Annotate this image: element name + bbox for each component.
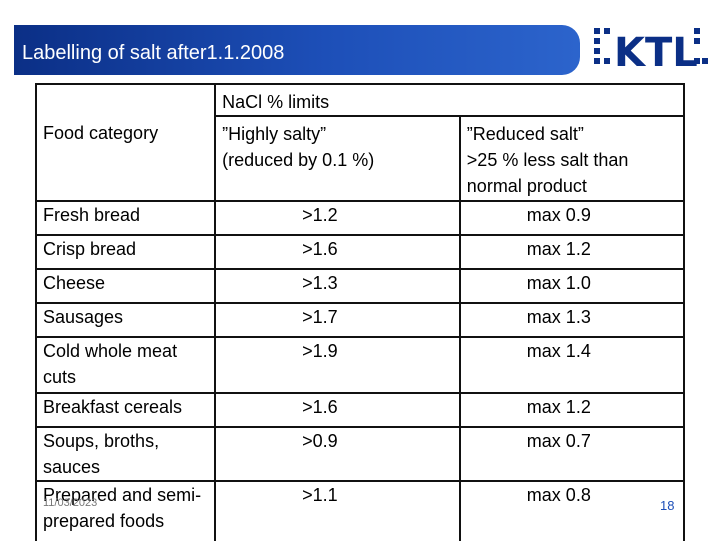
row-category: Crisp bread bbox=[34, 234, 217, 270]
row-category: Fresh bread bbox=[34, 200, 217, 236]
table-row: Cold whole meat cuts >1.9 max 1.4 bbox=[34, 336, 686, 394]
row-reduced-salt: max 1.4 bbox=[458, 336, 686, 394]
table-row: Prepared and semi-prepared foods >1.1 ma… bbox=[34, 480, 686, 541]
table-row: Crisp bread >1.6 max 1.2 bbox=[34, 234, 686, 270]
header-highly-salty-line1: ”Highly salty” bbox=[222, 124, 327, 144]
header-highly-salty-line2: (reduced by 0.1 %) bbox=[222, 150, 375, 170]
logo-text: KTL bbox=[614, 30, 698, 76]
row-highly-salty: >1.7 bbox=[214, 302, 461, 338]
row-reduced-salt: max 0.9 bbox=[458, 200, 686, 236]
slide-header: Labelling of salt after1.1.2008 KTL bbox=[0, 0, 720, 90]
row-category: Prepared and semi-prepared foods bbox=[34, 480, 217, 541]
row-category: Cheese bbox=[34, 268, 217, 304]
row-highly-salty: >1.6 bbox=[214, 234, 461, 270]
header-reduced-salt-line1: ”Reduced salt” bbox=[466, 124, 584, 144]
row-category: Sausages bbox=[34, 302, 217, 338]
row-reduced-salt: max 1.2 bbox=[458, 392, 686, 428]
row-highly-salty: >0.9 bbox=[214, 426, 461, 482]
slide-title: Labelling of salt after1.1.2008 bbox=[22, 42, 285, 64]
salt-limits-table: NaCl % limits Food category ”Highly salt… bbox=[34, 83, 686, 541]
row-reduced-salt: max 1.2 bbox=[458, 234, 686, 270]
header-highly-salty: ”Highly salty” (reduced by 0.1 %) bbox=[214, 115, 461, 202]
header-reduced-salt: ”Reduced salt” >25 % less salt than norm… bbox=[458, 115, 686, 202]
row-category: Breakfast cereals bbox=[34, 392, 217, 428]
group-header-cell: NaCl % limits bbox=[214, 83, 685, 117]
header-empty-cell bbox=[34, 83, 217, 116]
row-reduced-salt: max 1.3 bbox=[458, 302, 686, 338]
table-row: Fresh bread >1.2 max 0.9 bbox=[34, 200, 686, 236]
ktl-logo-icon: KTL bbox=[594, 28, 708, 76]
table-row: Soups, broths, sauces >0.9 max 0.7 bbox=[34, 426, 686, 482]
header-food-category: Food category bbox=[34, 116, 217, 202]
row-highly-salty: >1.6 bbox=[214, 392, 461, 428]
slide-date: 11/03/2023 bbox=[43, 497, 98, 509]
header-reduced-salt-line2: >25 % less salt than bbox=[466, 150, 629, 170]
row-highly-salty: >1.2 bbox=[214, 200, 461, 236]
row-highly-salty: >1.1 bbox=[214, 480, 461, 541]
row-reduced-salt: max 0.7 bbox=[458, 426, 686, 482]
row-highly-salty: >1.3 bbox=[214, 268, 461, 304]
title-banner bbox=[14, 25, 580, 75]
row-reduced-salt: max 1.0 bbox=[458, 268, 686, 304]
row-reduced-salt: max 0.8 bbox=[458, 480, 686, 541]
table-row: Sausages >1.7 max 1.3 bbox=[34, 302, 686, 338]
page-number: 18 bbox=[660, 498, 675, 513]
table-row: Breakfast cereals >1.6 max 1.2 bbox=[34, 392, 686, 428]
table-row: Cheese >1.3 max 1.0 bbox=[34, 268, 686, 304]
row-category: Soups, broths, sauces bbox=[34, 426, 217, 482]
header-reduced-salt-line3: normal product bbox=[466, 176, 587, 196]
row-category: Cold whole meat cuts bbox=[34, 336, 217, 394]
group-header-row: NaCl % limits bbox=[34, 83, 685, 117]
row-highly-salty: >1.9 bbox=[214, 336, 461, 394]
column-header-row: Food category ”Highly salty” (reduced by… bbox=[34, 115, 686, 202]
